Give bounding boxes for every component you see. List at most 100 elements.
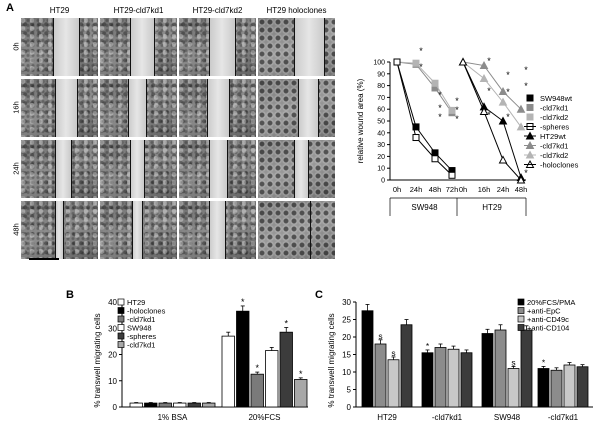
legend-label: 20%FCS/PMA <box>527 298 575 307</box>
x-tick-label: 16h <box>478 185 491 194</box>
wound-gap <box>130 18 154 76</box>
row-label-0h: 0h <box>11 42 21 51</box>
significance-star: * <box>455 96 459 106</box>
y-tick-label: 10 <box>377 166 385 173</box>
bar <box>202 402 216 408</box>
transwell-bar-chart-c: 0 5 10 15 20 25 30 % transwell migrating cells H… <box>327 298 593 422</box>
bar <box>250 373 264 408</box>
y-tick-label: 0 <box>113 403 118 412</box>
data-point <box>498 155 508 164</box>
wound-edge-line <box>209 201 211 259</box>
significance-star: * <box>487 56 491 66</box>
bar <box>550 369 563 408</box>
bar <box>279 331 293 408</box>
x-tick-label: HT29 <box>377 413 397 422</box>
y-axis-label: % transwell migrating cells <box>93 313 102 407</box>
x-tick-label: 0h <box>393 185 401 194</box>
bar <box>447 348 460 408</box>
bar <box>265 350 279 408</box>
series-line <box>462 61 522 181</box>
column-header-cld7kd1: HT29-cld7kd1 <box>113 6 164 15</box>
legend-swatch <box>117 298 125 306</box>
y-tick-label: 30 <box>377 142 385 149</box>
wound-edge-line <box>63 201 65 259</box>
legend-label: -cld7kd1 <box>127 315 155 324</box>
significance-star: * <box>255 363 259 373</box>
series-line <box>462 61 522 128</box>
significance-mark: * <box>542 357 546 367</box>
significance-mark: s <box>391 348 395 358</box>
wound-edge-line <box>77 79 79 137</box>
data-point <box>431 149 439 157</box>
wound-edge-line <box>130 140 132 198</box>
significance-mark: s <box>511 357 515 367</box>
significance-star: * <box>487 110 491 120</box>
y-axis-label: relative wound area (%) <box>356 78 365 163</box>
wound-gap <box>209 140 227 198</box>
bar <box>294 379 308 408</box>
series-line <box>396 61 453 114</box>
y-tick-label: 20 <box>108 351 117 360</box>
data-point <box>448 171 456 179</box>
bar <box>400 324 413 408</box>
series-line <box>462 61 522 178</box>
wound-gap <box>294 18 324 76</box>
significance-star: * <box>419 62 423 72</box>
wound-edge-line <box>55 140 57 198</box>
significance-star: * <box>438 103 442 113</box>
x-tick-label: -cld7kd1 <box>432 413 463 422</box>
data-point <box>498 116 508 125</box>
legend-swatch <box>517 315 525 323</box>
significance-star: * <box>524 65 528 75</box>
y-tick-label: 40 <box>377 130 385 137</box>
panel-label-c: C <box>315 289 323 301</box>
wound-edge-line <box>310 201 312 259</box>
x-tick-label: -cld7kd1 <box>548 413 579 422</box>
micrograph-cell <box>258 201 335 259</box>
significance-star: * <box>524 81 528 91</box>
y-tick-label: 80 <box>377 83 385 90</box>
wound-gap <box>55 140 71 198</box>
wound-gap <box>207 79 229 137</box>
wound-edge-line <box>207 79 209 137</box>
y-tick-label: 20 <box>342 333 351 342</box>
wound-gap <box>298 79 318 137</box>
x-tick-label: 0h <box>459 185 467 194</box>
significance-star: * <box>455 114 459 124</box>
series-line <box>396 61 453 176</box>
significance-star: * <box>524 168 528 178</box>
row-label-16h: 16h <box>11 101 21 114</box>
legend-swatch <box>517 298 525 306</box>
significance-star: * <box>241 297 245 307</box>
column-header-cld7kd2: HT29-cld7kd2 <box>192 6 243 15</box>
bar <box>576 366 589 408</box>
wound-edge-line <box>308 140 310 198</box>
wound-gap <box>132 201 142 259</box>
bar <box>494 329 507 408</box>
wound-gap <box>209 201 225 259</box>
data-point <box>458 57 468 66</box>
series-line <box>462 61 522 110</box>
significance-star: * <box>506 70 510 80</box>
data-point <box>479 73 489 83</box>
legend-label: -cld7kd1 <box>127 341 155 350</box>
data-point <box>498 86 508 95</box>
transwell-bar-chart-b: 0 10 20 30 40 % transwell migrating cells 1% B… <box>93 297 308 422</box>
micrograph-cell <box>21 79 98 137</box>
x-tick-label: 24h <box>497 185 510 194</box>
legend-label: -cld7kd1 <box>540 104 568 113</box>
x-tick-label: 48h <box>515 185 528 194</box>
column-header-holoclones: HT29 holoclones <box>266 6 327 15</box>
bar <box>173 402 187 408</box>
wound-gap <box>209 18 235 76</box>
y-tick-label: 90 <box>377 71 385 78</box>
significance-mark: * <box>426 341 430 351</box>
legend-label: +anti-CD104 <box>527 324 569 333</box>
bar <box>387 359 400 408</box>
x-tick-label: 72h <box>446 185 459 194</box>
significance-star: * <box>506 112 510 122</box>
data-point <box>448 106 456 114</box>
legend-swatch <box>117 341 125 348</box>
bar <box>374 343 387 408</box>
wound-gap <box>53 18 79 76</box>
